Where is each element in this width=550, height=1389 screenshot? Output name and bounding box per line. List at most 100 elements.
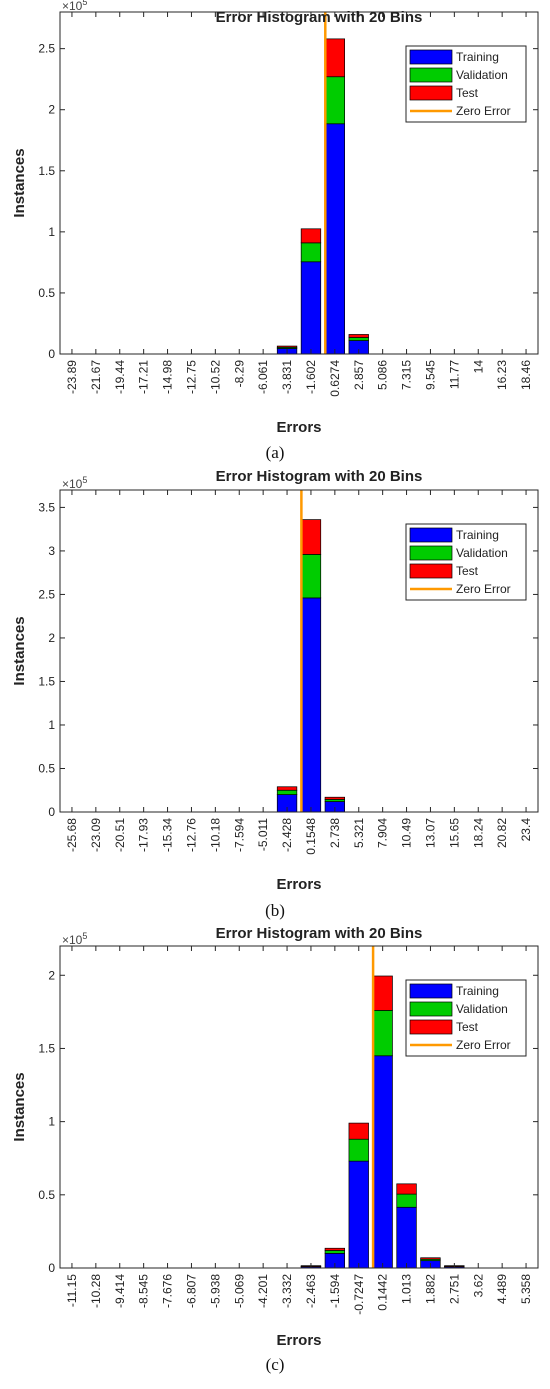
bar-test-0.1548 [300, 519, 322, 555]
bar-validation--2.428 [276, 789, 298, 795]
chart-title: Error Histogram with 20 Bins [216, 468, 423, 485]
x-tick-label: -10.18 [208, 818, 222, 852]
legend-label-test: Test [456, 564, 479, 578]
x-tick-label: 7.904 [376, 818, 390, 848]
y-tick-label: 3.5 [38, 500, 55, 514]
x-tick-label: 16.23 [495, 360, 509, 390]
bar-test--1.602 [300, 228, 322, 244]
x-tick-label: 23.4 [519, 818, 533, 842]
x-tick-label: -3.332 [280, 1274, 294, 1308]
x-tick-label: 13.07 [423, 818, 437, 848]
y-tick-label: 2 [48, 968, 55, 982]
x-tick-label: 4.489 [495, 1274, 509, 1304]
x-tick-label: -6.061 [256, 360, 270, 394]
axes-box [59, 489, 539, 813]
x-tick-label: -10.28 [89, 1274, 103, 1308]
bar-training--1.602 [300, 261, 322, 355]
y-tick-label: 1.5 [38, 1041, 55, 1055]
y-tick-label: 0.5 [38, 286, 55, 300]
y-multiplier-base: ×10 [62, 477, 83, 491]
legend: Training Validation Test Zero Error [405, 523, 527, 601]
y-axis-label: Instances [11, 616, 28, 685]
x-tick-label: -10.52 [208, 360, 222, 394]
x-tick-label: -15.34 [161, 818, 175, 852]
x-tick-label: 0.6274 [328, 360, 342, 397]
legend-label-zero-error: Zero Error [456, 582, 511, 596]
y-tick-label: 1.5 [38, 164, 55, 178]
bar-validation-0.6274 [324, 76, 345, 125]
x-tick-label: -14.98 [161, 360, 175, 394]
bar-training--0.7247 [348, 1160, 369, 1269]
y-axis-label: Instances [11, 1072, 28, 1141]
y-tick-label: 0 [48, 1261, 55, 1275]
y-tick-label: 1 [48, 225, 55, 239]
legend-swatch-training [409, 49, 453, 65]
chart-panel-b: 0 0.5 1 1.5 2 2.5 3 3.5 ×105 -25.68 -23.09 -20.51 -1… [11, 468, 539, 920]
y-tick-label: 0.5 [38, 1188, 55, 1202]
x-tick-label: -17.93 [137, 818, 151, 852]
legend-swatch-training [409, 527, 453, 543]
x-tick-label: -2.428 [280, 818, 294, 852]
y-tick-label: 2 [48, 103, 55, 117]
bar-test-1.882 [420, 1257, 441, 1260]
legend-label-test: Test [456, 86, 479, 100]
x-tick-label: 1.882 [423, 1274, 437, 1304]
legend-swatch-test [409, 1019, 453, 1035]
y-tick-label: 1.5 [38, 674, 55, 688]
legend: Training Validation Test Zero Error [405, 979, 527, 1057]
x-axis-label: Errors [276, 876, 321, 893]
x-tick-label: 0.1548 [304, 818, 318, 855]
x-tick-label: -19.44 [113, 360, 127, 394]
x-tick-label: 14 [471, 360, 485, 374]
x-tick-label: 1.013 [400, 1274, 414, 1304]
y-multiplier: ×105 [62, 931, 87, 947]
x-axis-label: Errors [276, 1332, 321, 1349]
legend-label-zero-error: Zero Error [456, 1038, 511, 1052]
x-tick-label: 5.086 [376, 360, 390, 390]
x-tick-label: -7.676 [161, 1274, 175, 1308]
x-tick-label: -5.011 [256, 818, 270, 851]
bar-training-1.013 [396, 1206, 417, 1269]
x-tick-label: 10.49 [400, 818, 414, 848]
bar-test--2.428 [276, 786, 298, 791]
y-multiplier-exponent: 5 [82, 0, 87, 7]
y-multiplier: ×105 [62, 475, 87, 491]
legend-swatch-training [409, 983, 453, 999]
bar-validation-2.857 [348, 337, 369, 341]
bar-test-0.6274 [324, 38, 345, 78]
legend-swatch-test [409, 563, 453, 579]
chart-panel-c: 0 0.5 1 1.5 2 ×105 -11.15 -10.28 -9.414 -8.545 -7.… [11, 925, 539, 1374]
y-multiplier-base: ×10 [62, 0, 83, 13]
x-axis-label: Errors [276, 419, 321, 436]
legend-label-validation: Validation [456, 68, 508, 82]
legend-swatch-validation [409, 545, 453, 561]
legend-label-training: Training [456, 50, 499, 64]
bar-test-1.013 [396, 1183, 417, 1195]
y-tick-label: 0 [48, 347, 55, 361]
x-tick-label: 15.65 [447, 818, 461, 848]
x-tick-label: 18.46 [519, 360, 533, 390]
y-axis-label: Instances [11, 148, 28, 217]
x-tick-label: -12.76 [184, 818, 198, 852]
y-tick-label: 2.5 [38, 587, 55, 601]
x-tick-label: -1.602 [304, 360, 318, 394]
x-tick-label: 0.1442 [376, 1274, 390, 1311]
x-tick-label: 20.82 [495, 818, 509, 848]
x-tick-label: -6.807 [184, 1274, 198, 1308]
x-tick-label: 18.24 [471, 818, 485, 848]
x-tick-label: -23.09 [89, 818, 103, 852]
y-tick-label: 1 [48, 718, 55, 732]
x-tick-label: -1.594 [328, 1274, 342, 1308]
legend-label-zero-error: Zero Error [456, 104, 511, 118]
y-tick-label: 2.5 [38, 42, 55, 56]
x-tick-label: -3.831 [280, 360, 294, 394]
y-multiplier-base: ×10 [62, 933, 83, 947]
bar-training-0.6274 [324, 123, 345, 355]
bars [276, 38, 369, 355]
bar-training-0.1548 [300, 597, 322, 813]
legend-swatch-test [409, 85, 453, 101]
legend: Training Validation Test Zero Error [405, 45, 527, 123]
y-tick-label: 3 [48, 544, 55, 558]
y-multiplier: ×105 [62, 0, 87, 13]
